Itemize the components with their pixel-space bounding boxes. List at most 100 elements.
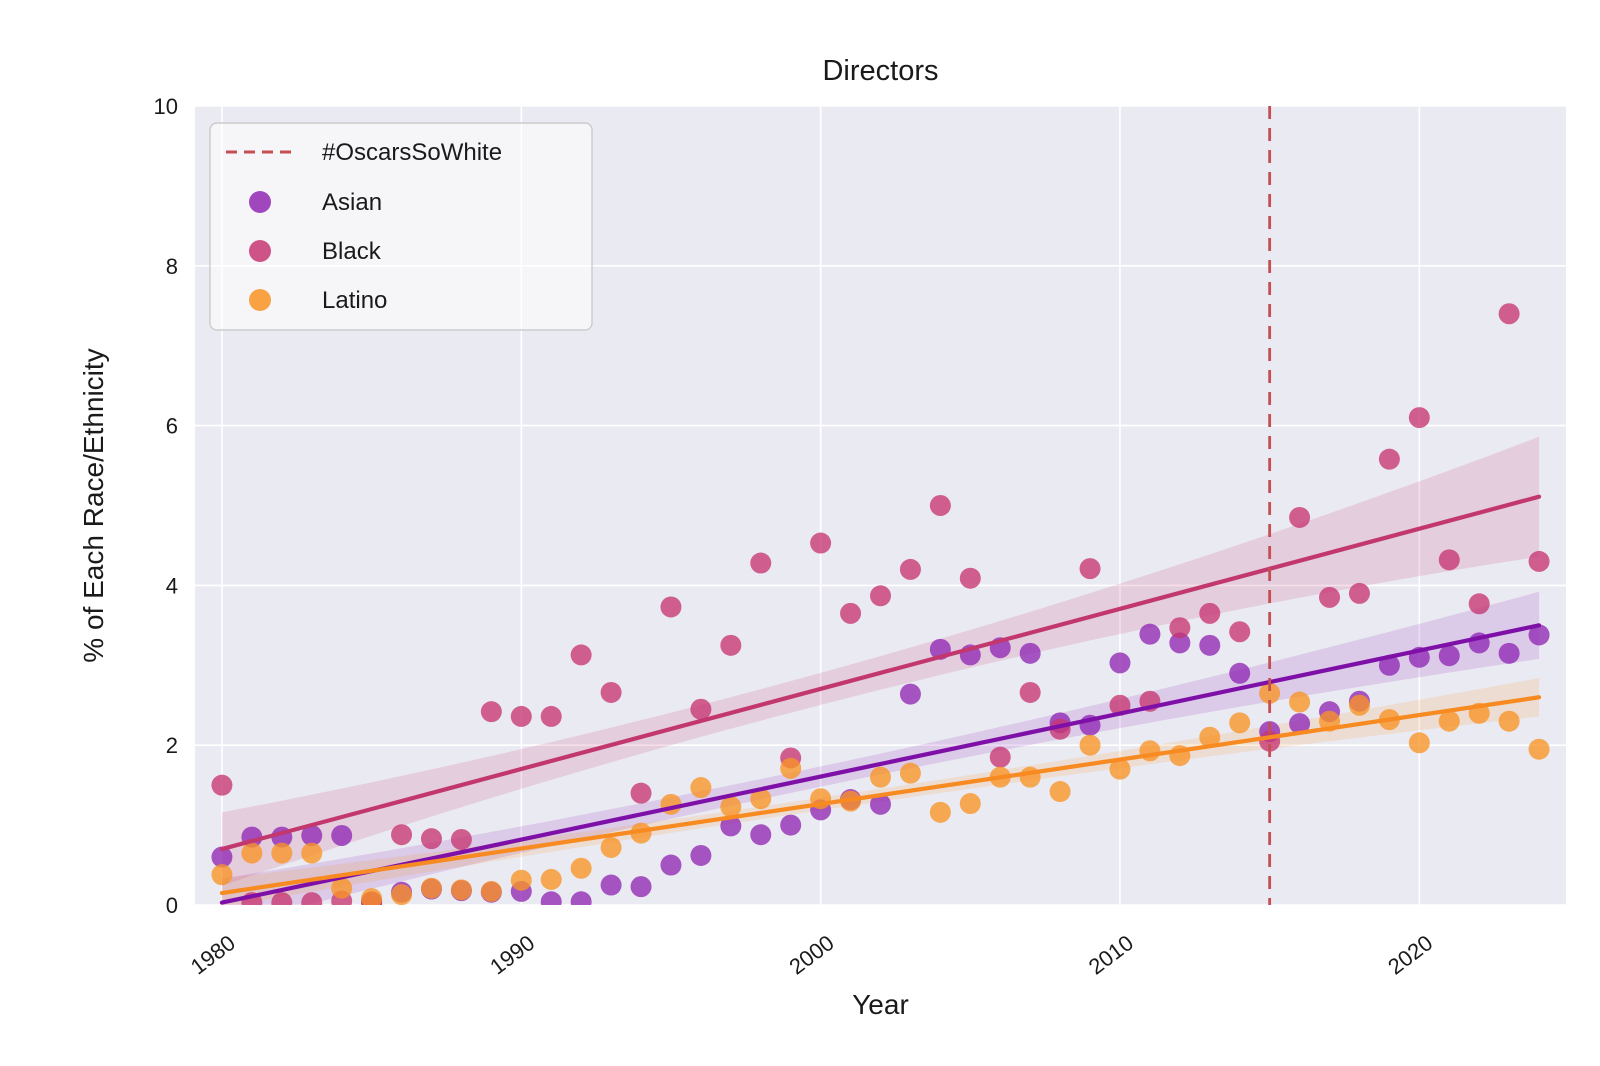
x-tick-label: 1980 <box>186 930 240 979</box>
y-axis-label: % of Each Race/Ethnicity <box>78 348 109 662</box>
scatter-point-latino <box>870 766 891 788</box>
scatter-point-asian <box>690 844 712 866</box>
y-tick-label: 4 <box>166 573 178 598</box>
scatter-point-latino <box>480 880 502 902</box>
scatter-point-latino <box>750 788 772 810</box>
scatter-point-latino <box>420 877 442 899</box>
scatter-point-asian <box>660 854 682 876</box>
scatter-point-black <box>929 495 951 516</box>
scatter-point-black <box>989 746 1011 768</box>
scatter-point-black <box>1319 586 1341 608</box>
scatter-point-black <box>211 774 233 796</box>
scatter-point-black <box>1229 621 1251 643</box>
scatter-latino <box>211 682 1550 905</box>
ci-band-black <box>221 436 1540 886</box>
chart-title: Directors <box>822 55 938 87</box>
scatter-point-asian <box>301 824 323 846</box>
scatter-point-black <box>1199 602 1221 624</box>
scatter-point-latino <box>1259 682 1281 704</box>
scatter-point-latino <box>301 842 323 864</box>
scatter-point-black <box>810 532 832 554</box>
scatter-point-black <box>840 602 862 624</box>
x-tick-labels: 1980 1990 2000 2010 2020 <box>186 930 1438 979</box>
scatter-point-latino <box>1109 758 1131 780</box>
scatter-point-asian <box>600 874 622 896</box>
scatter-asian <box>211 623 1550 905</box>
scatter-point-latino <box>241 842 263 864</box>
scatter-point-latino <box>450 879 472 901</box>
trend-line-asian <box>219 623 1542 905</box>
scatter-point-black <box>391 824 413 846</box>
scatter-point-latino <box>570 857 592 879</box>
x-tick-label: 2020 <box>1383 930 1437 979</box>
scatter-point-black <box>271 892 293 905</box>
legend-label-asian: Asian <box>322 189 382 216</box>
legend-label-latino: Latino <box>322 287 387 314</box>
scatter-point-latino <box>331 877 353 899</box>
scatter-point-black <box>480 701 502 723</box>
scatter-point-black <box>450 828 472 850</box>
scatter-point-black <box>1019 681 1041 703</box>
scatter-point-black <box>1079 558 1101 580</box>
trend-line-black <box>219 494 1542 852</box>
scatter-point-asian <box>1528 624 1550 646</box>
scatter-point-latino <box>211 864 233 886</box>
scatter-point-asian <box>570 891 592 905</box>
ci-band-latino <box>221 678 1540 905</box>
legend-box <box>209 122 593 331</box>
scatter-point-latino <box>1438 710 1460 732</box>
scatter-point-asian <box>750 824 772 846</box>
scatter-point-asian <box>899 683 921 705</box>
scatter-point-latino <box>690 777 712 799</box>
plot-inner <box>211 106 1550 905</box>
scatter-point-black <box>540 705 562 727</box>
scatter-point-asian <box>630 876 652 898</box>
scatter-point-black <box>870 585 891 607</box>
scatter-point-asian <box>1109 652 1131 674</box>
legend-dot-asian <box>249 191 271 213</box>
y-tick-label: 10 <box>154 94 178 119</box>
x-tick-label: 2000 <box>784 930 838 979</box>
scatter-point-black <box>959 567 981 589</box>
scatter-point-black <box>420 828 442 850</box>
scatter-point-asian <box>1019 642 1041 664</box>
scatter-point-latino <box>271 842 293 864</box>
scatter-point-black <box>630 782 652 804</box>
scatter-point-black <box>720 634 742 656</box>
scatter-point-black <box>1378 448 1400 470</box>
x-tick-label: 1990 <box>485 930 539 979</box>
scatter-point-asian <box>780 814 802 836</box>
scatter-point-black <box>600 681 622 703</box>
x-tick-label: 2010 <box>1084 930 1138 979</box>
scatter-point-asian <box>1438 645 1460 667</box>
scatter-point-latino <box>391 884 413 905</box>
scatter-point-black <box>510 705 532 727</box>
scatter-point-latino <box>361 888 383 905</box>
scatter-point-latino <box>1079 734 1101 756</box>
scatter-point-latino <box>1348 694 1370 716</box>
scatter-point-black <box>1498 303 1520 325</box>
scatter-point-asian <box>1199 634 1221 656</box>
scatter-point-latino <box>899 762 921 784</box>
legend-dot-black <box>249 240 271 262</box>
scatter-point-latino <box>720 796 742 818</box>
scatter-point-latino <box>540 868 562 890</box>
scatter-point-black <box>1528 550 1550 572</box>
trend-line-latino <box>219 695 1542 896</box>
scatter-point-asian <box>540 891 562 905</box>
scatter-point-asian <box>1229 662 1251 684</box>
scatter-point-asian <box>211 846 233 868</box>
ci-band-asian <box>221 591 1540 905</box>
scatter-point-black <box>1289 506 1311 528</box>
scatter-point-black <box>660 596 682 618</box>
y-tick-label: 6 <box>166 414 178 439</box>
scatter-point-latino <box>929 801 951 823</box>
scatter-point-latino <box>959 793 981 815</box>
scatter-point-latino <box>1408 732 1430 754</box>
scatter-point-black <box>690 698 712 720</box>
scatter-point-latino <box>1229 712 1251 734</box>
scatter-point-black <box>301 892 323 905</box>
scatter-point-latino <box>600 836 622 858</box>
